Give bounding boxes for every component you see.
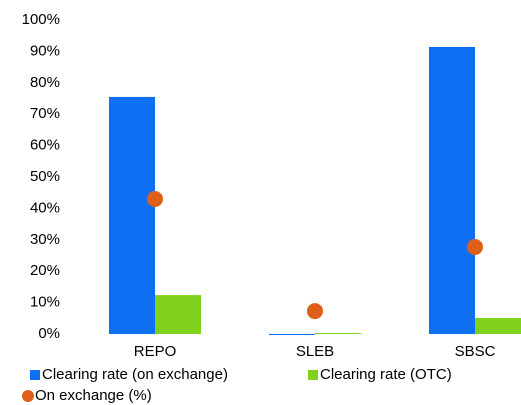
legend-label: Clearing rate (on exchange) [42, 366, 228, 383]
dot [467, 239, 483, 256]
x-tick-label: SLEB [296, 343, 334, 360]
dot [147, 190, 163, 207]
y-tick-label: 20% [30, 262, 60, 279]
dot [307, 303, 323, 320]
bar [475, 317, 521, 334]
legend-marker [308, 370, 318, 380]
y-tick-label: 90% [30, 42, 60, 59]
y-tick-label: 10% [30, 294, 60, 311]
y-tick-label: 80% [30, 74, 60, 91]
y-tick-label: 50% [30, 168, 60, 185]
y-tick-label: 0% [38, 325, 60, 342]
y-tick-label: 30% [30, 231, 60, 248]
legend-marker [22, 390, 34, 402]
bar [269, 334, 315, 335]
legend-label: Clearing rate (OTC) [320, 366, 452, 383]
y-tick-label: 40% [30, 199, 60, 216]
y-tick-label: 70% [30, 105, 60, 122]
bar [429, 47, 475, 335]
x-tick-label: SBSC [455, 343, 496, 360]
bar [109, 96, 155, 335]
x-tick-label: REPO [134, 343, 177, 360]
y-tick-label: 60% [30, 137, 60, 154]
y-tick-label: 100% [22, 11, 60, 28]
bar [315, 333, 361, 335]
legend-label: On exchange (%) [35, 387, 152, 404]
bar [155, 295, 201, 334]
legend-marker [30, 370, 40, 380]
